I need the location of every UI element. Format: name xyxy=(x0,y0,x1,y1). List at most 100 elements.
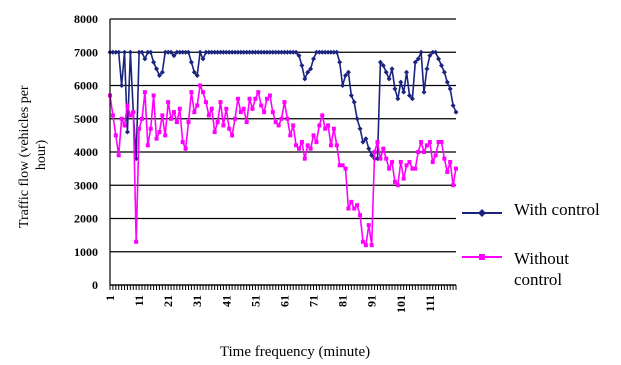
point-without-control-82 xyxy=(343,166,348,171)
point-without-control-51 xyxy=(253,96,258,101)
point-without-control-8 xyxy=(128,113,133,118)
legend-entry-with-control: With control xyxy=(514,200,600,220)
point-with-control-66 xyxy=(296,53,302,59)
point-with-control-57 xyxy=(270,49,276,55)
point-with-control-85 xyxy=(351,99,357,105)
point-without-control-78 xyxy=(331,126,336,131)
point-with-control-104 xyxy=(406,92,412,98)
point-with-control-114 xyxy=(436,56,442,62)
point-with-control-49 xyxy=(247,49,253,55)
point-with-control-19 xyxy=(159,69,165,75)
point-with-control-3 xyxy=(113,49,119,55)
point-with-control-98 xyxy=(389,66,395,72)
point-with-control-72 xyxy=(313,49,319,55)
point-with-control-60 xyxy=(279,49,285,55)
point-without-control-40 xyxy=(221,123,226,128)
y-axis-label: Traffic flow (vehicles per hour) xyxy=(17,82,49,228)
point-without-control-74 xyxy=(320,113,325,118)
point-with-control-102 xyxy=(401,89,407,95)
point-with-control-107 xyxy=(415,56,421,62)
point-with-control-26 xyxy=(180,49,186,55)
point-without-control-2 xyxy=(110,113,115,118)
point-with-control-91 xyxy=(369,152,375,158)
point-without-control-94 xyxy=(378,156,383,161)
point-with-control-23 xyxy=(171,53,177,59)
point-without-control-96 xyxy=(384,156,389,161)
series-without-control xyxy=(108,82,458,248)
point-with-control-96 xyxy=(383,69,389,75)
point-with-control-70 xyxy=(308,66,314,72)
point-without-control-20 xyxy=(163,133,168,138)
point-without-control-47 xyxy=(241,106,246,111)
series-line-with-control xyxy=(110,49,457,160)
point-with-control-27 xyxy=(183,49,189,55)
point-with-control-44 xyxy=(232,49,238,55)
point-without-control-12 xyxy=(139,116,144,121)
point-without-control-79 xyxy=(334,143,339,148)
point-with-control-108 xyxy=(418,49,424,55)
point-with-control-20 xyxy=(162,49,168,55)
point-with-control-68 xyxy=(302,76,308,82)
point-with-control-15 xyxy=(148,49,154,55)
point-with-control-111 xyxy=(427,53,433,59)
point-with-control-5 xyxy=(119,83,125,88)
axes xyxy=(109,19,457,290)
point-without-control-25 xyxy=(177,106,182,111)
point-with-control-77 xyxy=(328,49,334,55)
point-without-control-23 xyxy=(171,110,176,115)
point-without-control-54 xyxy=(262,110,267,115)
point-with-control-78 xyxy=(331,49,337,55)
point-without-control-84 xyxy=(349,199,354,204)
point-with-control-101 xyxy=(398,79,404,85)
point-with-control-18 xyxy=(156,73,162,79)
point-without-control-56 xyxy=(267,93,272,98)
point-without-control-77 xyxy=(328,143,333,148)
point-without-control-62 xyxy=(285,116,290,121)
y-tick-label-4000: 4000 xyxy=(74,145,98,159)
x-tick-label-91: 91 xyxy=(365,295,379,307)
point-without-control-66 xyxy=(296,146,301,151)
y-tick-label-1000: 1000 xyxy=(74,245,98,259)
point-with-control-86 xyxy=(354,116,360,122)
point-with-control-75 xyxy=(322,49,328,55)
point-without-control-16 xyxy=(151,93,156,98)
y-tick-label-6000: 6000 xyxy=(74,79,98,93)
legend-label-without-control-line-2: control xyxy=(514,270,563,289)
point-with-control-59 xyxy=(276,49,282,55)
point-without-control-37 xyxy=(212,130,217,135)
point-without-control-76 xyxy=(326,123,331,128)
point-without-control-99 xyxy=(392,179,397,184)
y-tick-label-7000: 7000 xyxy=(74,45,98,59)
point-with-control-97 xyxy=(386,76,392,82)
point-without-control-103 xyxy=(404,163,409,168)
point-with-control-31 xyxy=(194,73,200,79)
x-tick-label-41: 41 xyxy=(219,295,233,307)
point-without-control-110 xyxy=(424,143,429,148)
point-without-control-36 xyxy=(209,106,214,111)
point-without-control-64 xyxy=(291,123,296,128)
point-with-control-51 xyxy=(252,49,258,55)
series-line-without-control xyxy=(109,82,457,247)
point-without-control-112 xyxy=(430,159,435,164)
point-with-control-46 xyxy=(238,49,244,55)
point-without-control-35 xyxy=(206,113,211,118)
point-with-control-32 xyxy=(197,49,203,55)
point-with-control-50 xyxy=(249,49,255,55)
point-with-control-58 xyxy=(273,49,279,55)
point-without-control-10 xyxy=(134,239,139,244)
y-axis-label-line-1: Traffic flow (vehicles per xyxy=(17,85,32,228)
point-with-control-84 xyxy=(348,92,354,98)
point-without-control-17 xyxy=(154,136,159,141)
point-with-control-55 xyxy=(264,49,270,55)
point-with-control-67 xyxy=(299,63,305,69)
point-with-control-13 xyxy=(142,56,148,62)
x-axis-label: Time frequency (minute) xyxy=(220,344,370,360)
point-with-control-11 xyxy=(136,49,142,55)
point-without-control-27 xyxy=(183,146,188,151)
point-without-control-57 xyxy=(270,110,275,115)
point-without-control-18 xyxy=(157,130,162,135)
point-with-control-99 xyxy=(392,86,398,92)
point-with-control-43 xyxy=(229,49,235,55)
